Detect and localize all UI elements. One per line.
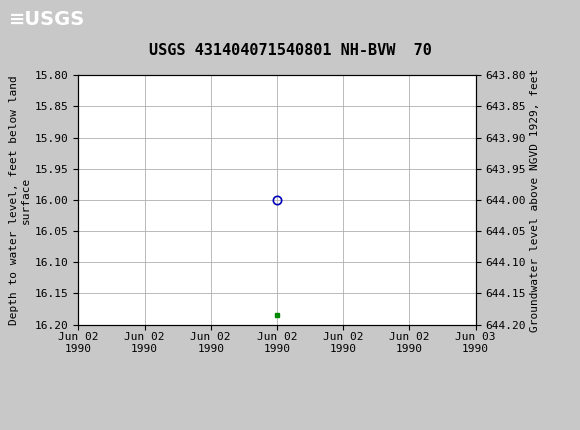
Y-axis label: Groundwater level above NGVD 1929, feet: Groundwater level above NGVD 1929, feet [530,68,540,332]
Y-axis label: Depth to water level, feet below land
surface: Depth to water level, feet below land su… [9,75,31,325]
Text: ≡USGS: ≡USGS [9,10,85,29]
Text: USGS 431404071540801 NH-BVW  70: USGS 431404071540801 NH-BVW 70 [148,43,432,58]
